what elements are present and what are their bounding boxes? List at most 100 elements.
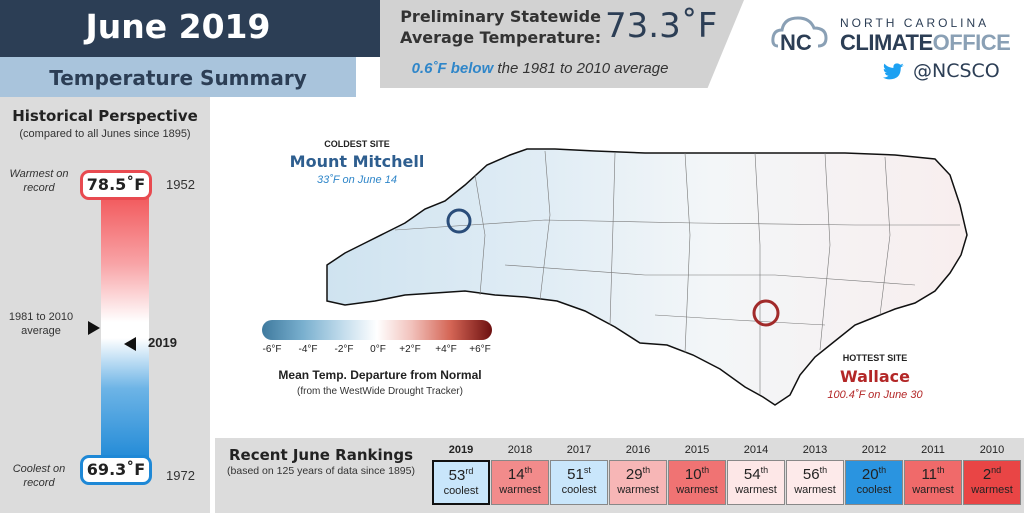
ranking-suffix: th — [701, 465, 710, 475]
current-year-marker-icon — [124, 337, 136, 351]
rankings-subtitle: (based on 125 years of data since 1895) — [227, 465, 415, 477]
ranking-cell: 56th warmest — [786, 460, 844, 505]
title-banner: June 2019 — [0, 0, 380, 57]
historical-subtitle: (compared to all Junes since 1895) — [19, 128, 191, 140]
county-lines — [394, 150, 960, 395]
rankings-title: Recent June Rankings — [228, 446, 413, 464]
nc-state-map — [326, 148, 968, 406]
ranking-suffix: th — [937, 465, 945, 475]
legend-ticks: -6°F -4°F -2°F 0°F +2°F +4°F +6°F — [258, 344, 498, 358]
nc-state-outline — [326, 148, 968, 406]
ranking-number: 56th — [802, 465, 828, 483]
ranking-direction: warmest — [617, 484, 659, 496]
ranking-suffix: th — [819, 465, 828, 475]
temperature-scale-bar — [101, 197, 149, 463]
ranking-cell: 2nd warmest — [963, 460, 1021, 505]
warmest-label: Warmest on record — [9, 168, 69, 194]
coldest-site-title: COLDEST SITE — [324, 139, 390, 149]
warmest-record-value: 78.5˚F — [80, 170, 152, 200]
ranking-cell: 51st coolest — [550, 460, 608, 505]
stat-value: 73.3˚F — [605, 6, 718, 46]
ranking-cell: 20th coolest — [845, 460, 903, 505]
coolest-record-value: 69.3˚F — [80, 455, 152, 485]
twitter-bird-icon — [883, 63, 905, 80]
ranking-year: 2014 — [743, 444, 769, 456]
twitter-handle-row[interactable]: @NCSCO — [883, 60, 1023, 84]
nc-cloud-logo-icon: NC — [771, 16, 828, 55]
stat-note-rest: the 1981 to 2010 average — [493, 60, 669, 77]
ranking-year: 2018 — [507, 444, 533, 456]
ranking-number: 2nd — [982, 465, 1002, 483]
ranking-suffix: th — [524, 465, 533, 475]
ranking-suffix: nd — [991, 465, 1002, 475]
stat-note: 0.6˚F below the 1981 to 2010 average — [380, 60, 700, 77]
ranking-direction: warmest — [735, 484, 777, 496]
ranking-year: 2011 — [921, 444, 945, 456]
departure-color-scale — [262, 320, 492, 340]
hottest-site-title: HOTTEST SITE — [842, 353, 908, 363]
average-label: 1981 to 2010 average — [8, 311, 74, 337]
coldest-site-name: Mount Mitchell — [289, 152, 425, 171]
legend-tick: -6°F — [262, 344, 282, 355]
coldest-site-marker[interactable] — [446, 208, 472, 234]
legend-tick: -4°F — [298, 344, 318, 355]
ranking-direction: coolest — [856, 484, 892, 496]
ranking-number: 53rd — [448, 466, 474, 484]
ranking-number: 51st — [567, 465, 591, 483]
nc-temperature-map: COLDEST SITE Mount Mitchell 33˚F on June… — [215, 105, 1015, 435]
ranking-cell: 11th warmest — [904, 460, 962, 505]
ranking-year: 2013 — [802, 444, 828, 456]
legend-tick: -2°F — [334, 344, 354, 355]
ranking-suffix: th — [760, 465, 769, 475]
ranking-number: 20th — [861, 465, 887, 483]
ranking-year: 2019 — [448, 444, 474, 456]
warmest-record-year: 1952 — [166, 177, 195, 192]
ranking-number: 29th — [625, 465, 651, 483]
ranking-year: 2012 — [861, 444, 887, 456]
svg-text:NC: NC — [780, 30, 812, 55]
stat-label-line1: Preliminary Statewide — [400, 7, 601, 26]
coolest-label: Coolest on record — [12, 463, 66, 489]
ranking-suffix: rd — [465, 466, 474, 476]
logo-office: OFFICE — [932, 30, 1011, 55]
ranking-year: 2016 — [625, 444, 651, 456]
ranking-cell: 29th warmest — [609, 460, 667, 505]
legend-tick: +4°F — [435, 344, 457, 355]
ranking-cell: 54th warmest — [727, 460, 785, 505]
ranking-direction: warmest — [676, 484, 718, 496]
current-year-label: 2019 — [148, 335, 177, 350]
logo-climate: CLIMATE — [840, 30, 933, 55]
ranking-direction: warmest — [971, 484, 1013, 496]
ranking-number: 11th — [921, 465, 945, 483]
ranking-cell: 10th warmest — [668, 460, 726, 505]
page-title: June 2019 — [85, 7, 271, 46]
statewide-stat-box: Preliminary Statewide Average Temperatur… — [380, 0, 744, 88]
logo-line2: CLIMATEOFFICE — [840, 30, 1011, 56]
ranking-suffix: th — [642, 465, 651, 475]
hottest-site-detail: 100.4˚F on June 30 — [827, 389, 923, 401]
legend-tick: +6°F — [469, 344, 491, 355]
ranking-cell: 53rd coolest — [432, 460, 490, 505]
ranking-year: 2015 — [684, 444, 710, 456]
ranking-suffix: th — [878, 465, 887, 475]
historical-perspective-panel: Historical Perspective (compared to all … — [0, 97, 210, 513]
logo-line1: NORTH CAROLINA — [840, 16, 990, 30]
coolest-record-year: 1972 — [166, 468, 195, 483]
ranking-direction: warmest — [794, 484, 836, 496]
coldest-site-detail: 33˚F on June 14 — [317, 174, 397, 186]
ranking-number: 14th — [507, 465, 533, 483]
recent-rankings-panel: Recent June Rankings (based on 125 years… — [215, 438, 1024, 513]
ranking-cell: 14th warmest — [491, 460, 549, 505]
ranking-direction: coolest — [443, 485, 479, 497]
stat-label-line2: Average Temperature: — [400, 28, 602, 47]
stat-note-highlight: 0.6˚F below — [411, 60, 494, 77]
stat-label: Preliminary Statewide Average Temperatur… — [400, 6, 601, 48]
ranking-year: 2017 — [566, 444, 592, 456]
ranking-suffix: st — [583, 465, 591, 475]
legend-tick: +2°F — [399, 344, 421, 355]
ranking-direction: coolest — [561, 484, 597, 496]
hottest-site-marker[interactable] — [752, 299, 780, 327]
ranking-direction: warmest — [912, 484, 954, 496]
hottest-site-name: Wallace — [840, 367, 910, 386]
ranking-direction: warmest — [499, 484, 541, 496]
